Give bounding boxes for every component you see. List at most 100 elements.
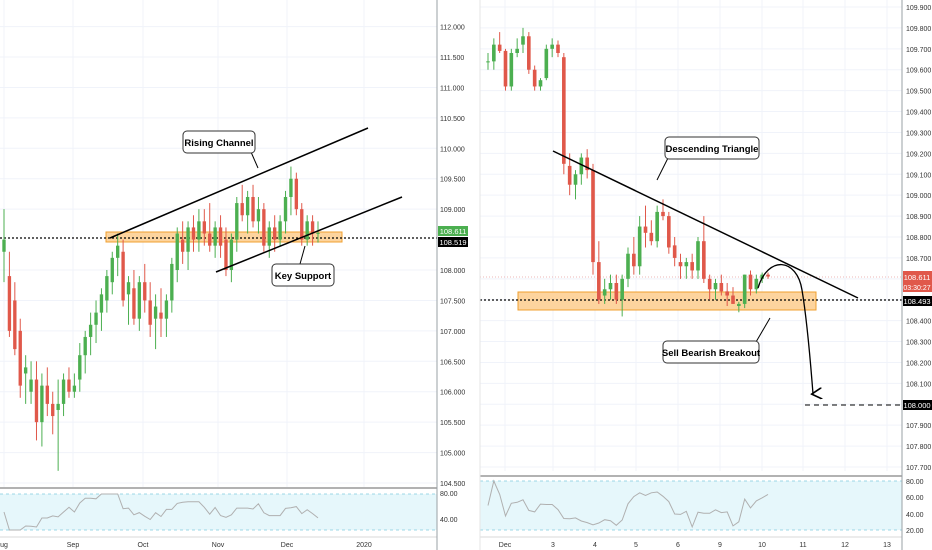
candle: [579, 153, 584, 185]
candle: [278, 215, 282, 246]
candle-body: [7, 276, 12, 331]
y-tick-label: 105.500: [440, 420, 465, 427]
candle: [148, 282, 152, 337]
y-tick-label: 108.000: [440, 268, 465, 275]
candle: [562, 53, 566, 175]
right-price-tag: [903, 271, 932, 292]
candle-body: [579, 157, 584, 175]
candle-body: [497, 44, 502, 51]
right-rsi-axis: 80.00 60.00 40.00 20.00: [906, 479, 924, 535]
candle: [67, 367, 71, 398]
candle-body: [186, 227, 190, 252]
candle-body: [67, 379, 71, 392]
candle-body: [72, 385, 77, 392]
candle: [2, 209, 6, 283]
candle: [7, 251, 12, 337]
x-tick-label: 2020: [356, 542, 372, 549]
y-tick-label: 107.000: [440, 329, 465, 336]
candle-body: [585, 157, 589, 171]
candle-body: [602, 289, 607, 296]
right-support-tag: [903, 296, 932, 306]
x-tick-label: 12: [841, 542, 849, 549]
candle-body: [83, 336, 87, 356]
y-tick-label: 104.500: [440, 481, 465, 488]
candle: [614, 274, 619, 304]
candle: [153, 294, 158, 350]
candle: [602, 278, 607, 304]
candle-body: [667, 216, 671, 248]
left-support-tag-text: 108.519: [439, 238, 466, 247]
y-tick-label: 109.000: [906, 193, 931, 200]
right-candles: [486, 27, 770, 317]
candle: [208, 203, 212, 252]
candle: [23, 355, 28, 404]
candle: [116, 233, 120, 277]
candle: [731, 287, 735, 304]
candle-body: [509, 53, 514, 87]
candle-body: [126, 282, 131, 295]
descending-triangle-label: Descending Triangle: [666, 144, 759, 155]
candle-body: [40, 385, 44, 423]
candle-body: [573, 174, 578, 185]
right-support-zone: [517, 291, 817, 311]
candle-body: [88, 324, 93, 337]
candle: [684, 257, 689, 279]
candle: [56, 379, 60, 471]
candle-body: [51, 403, 55, 417]
triangle-resistance-line: [552, 150, 859, 299]
candle: [175, 227, 179, 283]
candle-body: [556, 44, 560, 53]
right-price-tag-text: 108.611: [904, 273, 931, 282]
key-support-label: Key Support: [275, 271, 332, 282]
candle-body: [614, 283, 619, 300]
candle: [544, 44, 549, 81]
x-tick-label: 3: [551, 542, 555, 549]
candle-body: [110, 257, 114, 283]
y-tick-label: 106.000: [440, 390, 465, 397]
candle-body: [550, 44, 554, 49]
candle: [121, 239, 125, 307]
y-tick-label: 108.300: [906, 340, 931, 347]
y-tick-label: 108.400: [906, 319, 931, 326]
candle-body: [684, 262, 689, 267]
candle: [170, 257, 174, 313]
rsi-tick-label: 80.00: [906, 479, 924, 486]
candle: [497, 32, 502, 53]
candle-body: [23, 367, 28, 374]
candle: [591, 163, 595, 275]
candle: [191, 215, 196, 252]
candle: [713, 278, 718, 300]
candle: [218, 215, 223, 258]
candle: [126, 276, 131, 325]
y-tick-label: 109.700: [906, 47, 931, 54]
rsi-tick-label: 20.00: [906, 528, 924, 535]
right-panel: Descending Triangle Sell Bearish Breakou…: [480, 0, 932, 550]
candle-body: [153, 306, 158, 319]
candle-body: [719, 283, 724, 292]
y-tick-label: 111.000: [440, 85, 464, 92]
candle: [719, 274, 724, 296]
candle: [672, 237, 677, 267]
candle: [88, 312, 93, 356]
y-tick-label: 108.800: [906, 235, 931, 242]
candle-body: [503, 50, 508, 87]
x-tick-label: Oct: [138, 542, 149, 549]
y-tick-label: 109.000: [440, 207, 465, 214]
candle-body: [620, 278, 624, 300]
candle-body: [597, 262, 601, 300]
candle: [503, 48, 508, 91]
y-tick-label: 109.500: [440, 177, 465, 184]
candle: [105, 270, 109, 313]
key-support-callout: [271, 263, 335, 287]
x-tick-label: ug: [0, 542, 8, 549]
x-tick-label: Dec: [499, 542, 512, 549]
candle: [245, 190, 250, 234]
y-tick-label: 111.500: [440, 55, 464, 62]
candle: [748, 270, 753, 296]
candle: [527, 32, 531, 74]
candle-body: [661, 211, 665, 217]
candle: [34, 361, 39, 441]
rising-channel-pointer: [250, 151, 259, 169]
candle: [696, 237, 700, 279]
